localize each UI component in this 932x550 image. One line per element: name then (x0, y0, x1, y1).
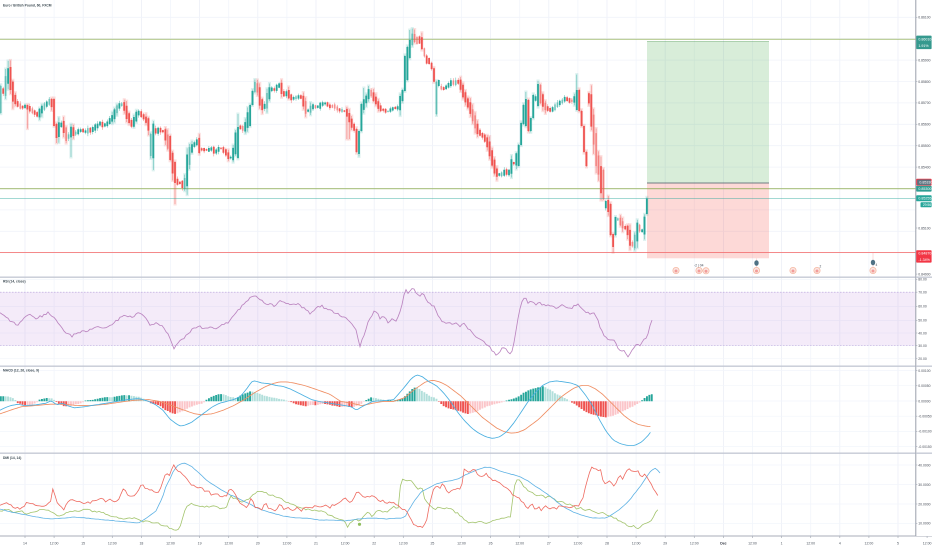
svg-text:19: 19 (198, 542, 202, 546)
svg-text:80.00: 80.00 (918, 278, 927, 282)
svg-text:40.0000: 40.0000 (918, 463, 930, 467)
svg-text:1.91%: 1.91% (918, 44, 929, 48)
svg-text:50.00: 50.00 (918, 319, 927, 323)
svg-text:20.00: 20.00 (918, 357, 927, 361)
svg-text:10.0000: 10.0000 (918, 522, 930, 526)
svg-text:22: 22 (372, 542, 376, 546)
svg-text:-1.34%: -1.34% (918, 258, 930, 262)
svg-text:12:00: 12:00 (166, 542, 175, 546)
svg-text:28: 28 (605, 542, 609, 546)
svg-text:0.86010: 0.86010 (918, 37, 931, 41)
svg-text:25: 25 (430, 542, 434, 546)
svg-text:60.00: 60.00 (918, 305, 927, 309)
svg-text:12:00: 12:00 (341, 542, 350, 546)
svg-text:12:00: 12:00 (224, 542, 233, 546)
svg-text:4: 4 (839, 542, 841, 546)
svg-text:0.85900: 0.85900 (918, 58, 930, 62)
svg-text:12:00: 12:00 (923, 542, 932, 546)
svg-text:12:00: 12:00 (748, 542, 757, 546)
svg-text:-0.00050: -0.00050 (918, 415, 931, 419)
svg-text:2: 2 (820, 265, 822, 269)
svg-text:0.00100: 0.00100 (918, 369, 930, 373)
svg-text:-2 | 04: -2 | 04 (694, 264, 704, 268)
svg-text:15: 15 (81, 542, 85, 546)
svg-text:0.84870: 0.84870 (918, 252, 931, 256)
svg-text:0.00050: 0.00050 (918, 384, 930, 388)
svg-text:12:00: 12:00 (574, 542, 583, 546)
svg-text:Euro / British Pound, 60, FXCM: Euro / British Pound, 60, FXCM (3, 4, 52, 8)
svg-text:0.85330: 0.85330 (919, 181, 932, 185)
svg-text:0.85700: 0.85700 (918, 101, 930, 105)
svg-text:0.85500: 0.85500 (918, 144, 930, 148)
svg-text:0.85255: 0.85255 (918, 197, 931, 201)
svg-text:12:00: 12:00 (806, 542, 815, 546)
svg-text:12:00: 12:00 (457, 542, 466, 546)
svg-text:27: 27 (547, 542, 551, 546)
svg-text:30.0000: 30.0000 (918, 483, 930, 487)
svg-text:12:00: 12:00 (632, 542, 641, 546)
svg-text:0.85100: 0.85100 (918, 226, 930, 230)
svg-text:40.00: 40.00 (918, 331, 927, 335)
svg-text:12:00: 12:00 (50, 542, 59, 546)
svg-text:29: 29 (663, 542, 667, 546)
svg-text:5: 5 (897, 542, 899, 546)
svg-text:MACD (12, 26, close, 9): MACD (12, 26, close, 9) (3, 369, 39, 373)
svg-text:RSI (14, close): RSI (14, close) (3, 280, 26, 284)
svg-text:0.85300: 0.85300 (918, 187, 931, 191)
svg-text:20: 20 (256, 542, 260, 546)
svg-text:-0.00100: -0.00100 (918, 430, 931, 434)
svg-text:70.00: 70.00 (918, 291, 927, 295)
svg-text:12:00: 12:00 (865, 542, 874, 546)
svg-text:0.86100: 0.86100 (918, 16, 930, 20)
svg-text:21: 21 (314, 542, 318, 546)
svg-text:26: 26 (489, 542, 493, 546)
svg-text:12:00: 12:00 (283, 542, 292, 546)
svg-text:0.85400: 0.85400 (918, 165, 930, 169)
svg-text:Dec: Dec (720, 542, 726, 546)
svg-text:12:00: 12:00 (515, 542, 524, 546)
svg-text:18: 18 (139, 542, 143, 546)
svg-text:0.85800: 0.85800 (918, 80, 930, 84)
svg-text:14: 14 (23, 542, 27, 546)
svg-text:1: 1 (781, 542, 783, 546)
svg-text:4: 4 (876, 263, 878, 267)
svg-text:12:00: 12:00 (399, 542, 408, 546)
svg-text:29:56: 29:56 (923, 203, 932, 207)
svg-text:30.00: 30.00 (918, 344, 927, 348)
svg-text:0.00000: 0.00000 (918, 399, 930, 403)
svg-text:12:00: 12:00 (108, 542, 117, 546)
svg-text:-0.00150: -0.00150 (918, 445, 931, 449)
svg-text:20.0000: 20.0000 (918, 502, 930, 506)
svg-text:0.84900: 0.84900 (918, 272, 930, 276)
svg-text:12:00: 12:00 (690, 542, 699, 546)
svg-text:0.85600: 0.85600 (918, 123, 930, 127)
svg-text:DMI (14, 14): DMI (14, 14) (3, 456, 21, 460)
